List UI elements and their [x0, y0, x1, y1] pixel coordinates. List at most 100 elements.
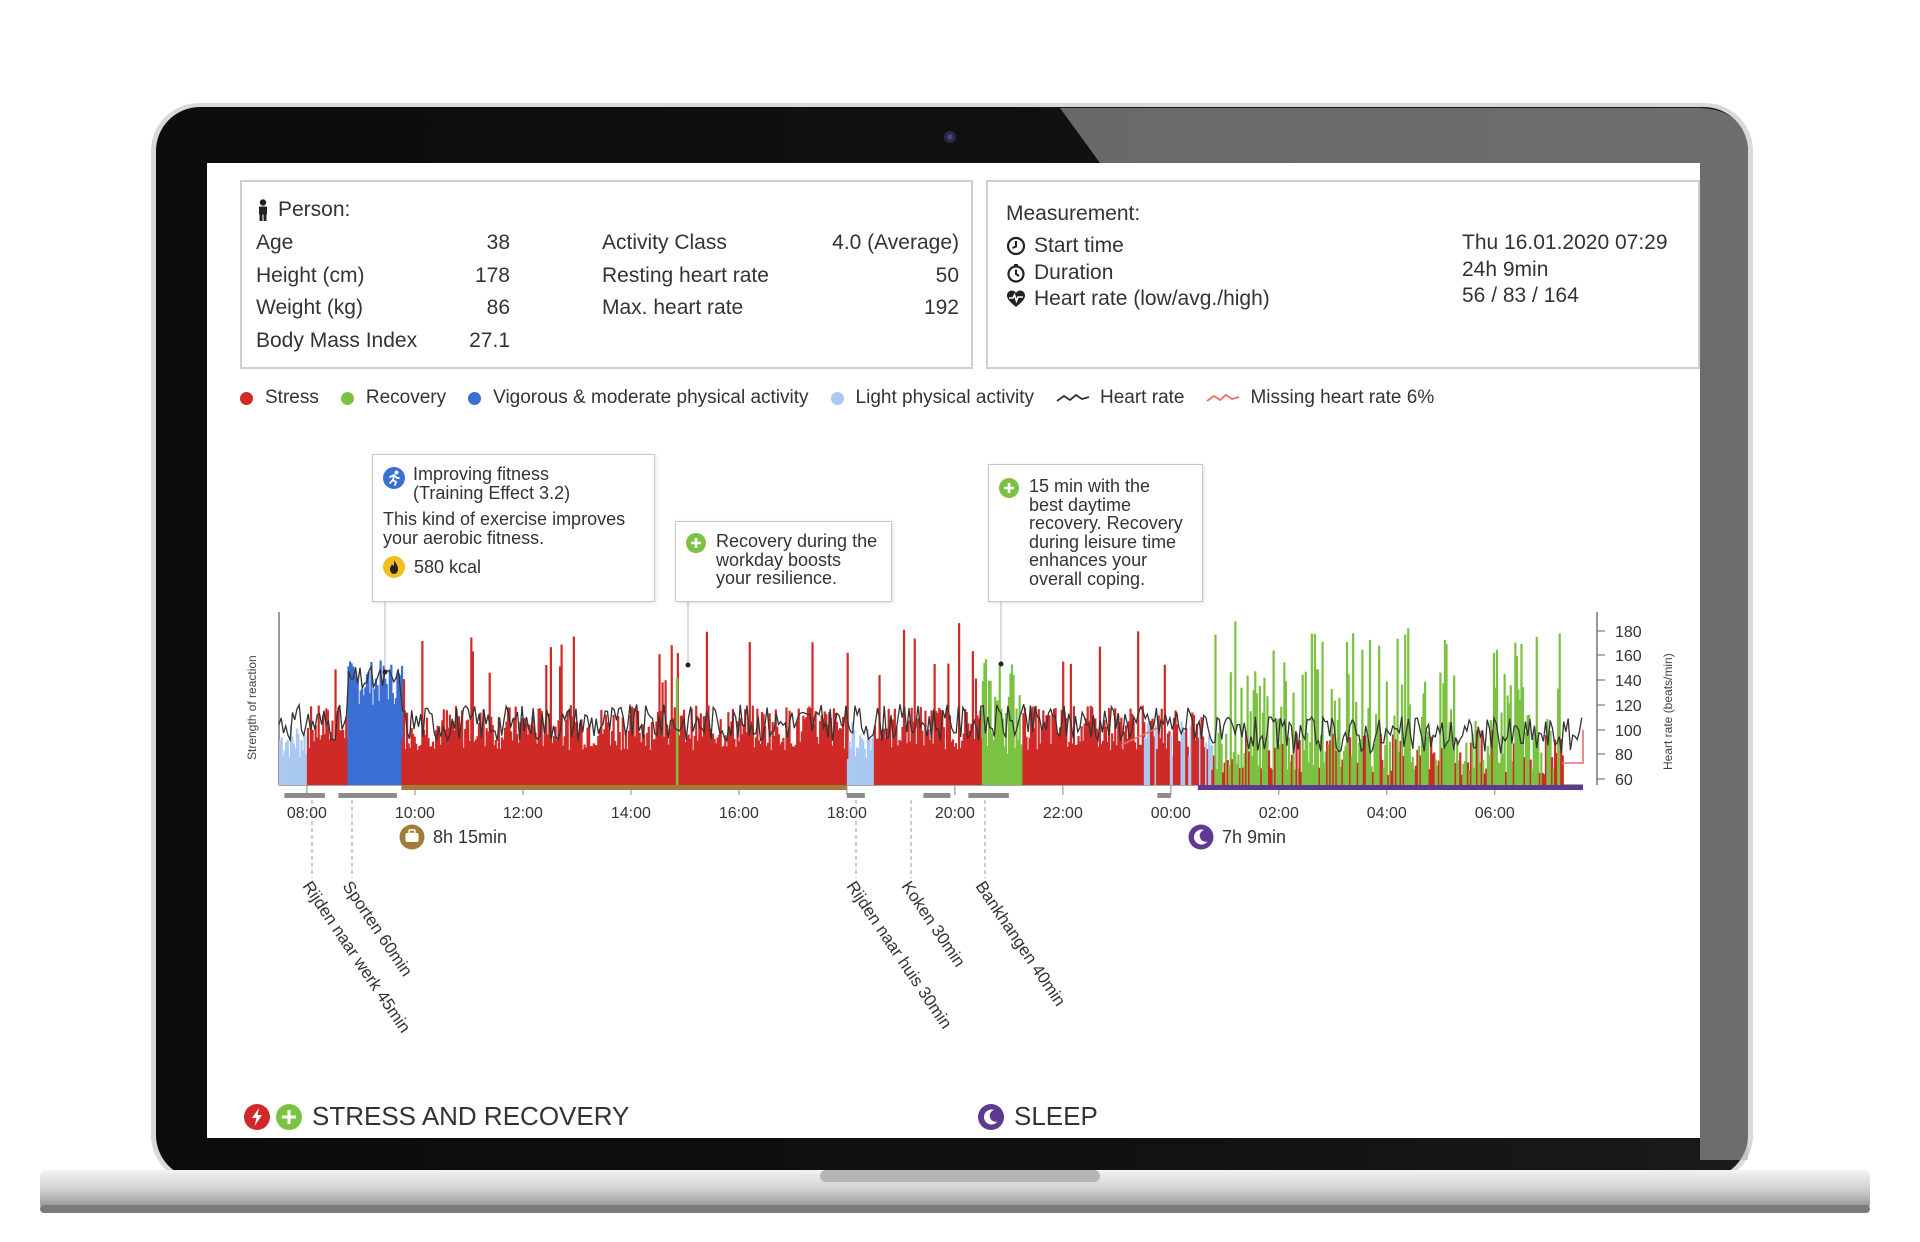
bar-stress	[566, 710, 569, 785]
bar-stress	[606, 722, 609, 785]
bar-recovery	[1344, 746, 1347, 785]
bar-vigorous	[376, 685, 379, 785]
bar-vigorous	[382, 665, 385, 785]
bar-recovery	[1329, 740, 1332, 785]
bar-stress	[684, 742, 687, 785]
bar-stress	[339, 730, 342, 785]
bar-stress	[462, 747, 465, 785]
bar-light	[292, 743, 295, 785]
callout-daytime-text: 15 min with the best daytime recovery. R…	[1029, 476, 1183, 589]
bar-vigorous	[374, 678, 378, 785]
bar-stress	[1085, 718, 1088, 785]
bar-stress	[1089, 705, 1092, 785]
bar-stress	[620, 749, 623, 785]
bar-recovery	[1518, 700, 1522, 785]
bar-stress	[759, 743, 762, 785]
moon-shape	[1193, 829, 1208, 845]
bar-recovery	[1411, 756, 1414, 785]
bar-stress	[607, 729, 611, 785]
bar-mixed	[1183, 732, 1186, 785]
legend-item-0: Stress	[240, 387, 319, 409]
bar-stress	[904, 725, 907, 785]
bar-stress	[317, 705, 320, 785]
activity-label: Rijden naar huis 30min	[843, 878, 956, 1033]
bar-stress	[719, 719, 722, 785]
bar-stress	[941, 715, 944, 785]
bar-recovery	[1280, 706, 1283, 785]
bar-mixed	[1185, 728, 1188, 785]
bar-recovery	[1225, 733, 1228, 785]
bar-stress	[1046, 717, 1050, 785]
bar-stress	[1031, 706, 1034, 785]
bar-stress	[529, 732, 533, 785]
legend-line-icon	[1206, 393, 1240, 402]
bar-recovery	[1503, 673, 1506, 785]
bar-stress	[886, 728, 889, 785]
bar-stress	[927, 729, 930, 785]
bar-stress	[539, 708, 542, 785]
bar-mixed	[1157, 715, 1160, 785]
bar-mixed	[1200, 717, 1203, 785]
bar-stress	[1065, 718, 1068, 785]
bar-stress	[689, 738, 692, 785]
bar-recovery	[1402, 755, 1405, 785]
bar-stress	[456, 720, 459, 785]
bar-stress	[840, 728, 843, 785]
bar-stress	[309, 706, 313, 785]
bar-recovery	[1430, 736, 1433, 785]
flame-icon	[383, 556, 405, 578]
bar-recovery	[1332, 733, 1335, 785]
bar-recovery	[1502, 753, 1505, 785]
bar-stress	[921, 730, 924, 785]
bar-recovery	[1554, 739, 1557, 785]
bar-stress	[623, 748, 626, 785]
bar-recovery	[1319, 735, 1323, 785]
bar-stress	[1117, 715, 1120, 785]
bar-recovery	[1512, 743, 1515, 785]
bar-recovery	[995, 701, 998, 785]
bar-stress	[1033, 728, 1036, 785]
bar-mixed	[1146, 722, 1150, 785]
bar-stress	[890, 747, 893, 785]
bar-stress	[494, 739, 497, 785]
bar-recovery	[1474, 721, 1477, 785]
bar-mixed	[1195, 723, 1199, 785]
bar-recovery	[1480, 730, 1483, 785]
bar-stress	[545, 664, 548, 785]
bar-recovery	[1235, 763, 1239, 785]
bar-vigorous	[385, 683, 388, 785]
bar-stress	[811, 642, 814, 785]
bar-recovery	[1550, 757, 1554, 785]
bar-vigorous	[373, 688, 376, 785]
bar-stress	[332, 739, 336, 785]
bar-stress	[471, 651, 474, 785]
bar-recovery	[1015, 708, 1018, 785]
bar-stress	[944, 749, 947, 785]
bar-recovery	[986, 745, 989, 785]
bar-stress	[457, 716, 461, 785]
bar-recovery	[1531, 769, 1534, 785]
sleep-bar	[1197, 785, 1583, 790]
bar-stress	[922, 745, 926, 785]
bar-recovery	[1007, 696, 1011, 785]
bar-stress	[542, 746, 545, 785]
bar-stress	[578, 723, 582, 785]
bar-stress	[313, 741, 316, 785]
bar-stress	[734, 747, 738, 785]
bar-recovery	[1449, 709, 1453, 785]
bar-recovery	[1413, 769, 1416, 785]
bar-vigorous	[365, 674, 368, 785]
bar-stress	[800, 731, 803, 785]
bar-stress	[497, 717, 500, 785]
bar-recovery	[1353, 722, 1356, 785]
bar-stress	[820, 715, 823, 785]
bar-stress	[439, 744, 442, 785]
bar-stress	[421, 641, 424, 785]
bar-stress	[905, 743, 909, 785]
person-value-1: 178	[474, 263, 510, 287]
bar-stress	[939, 709, 942, 785]
bar-stress	[418, 746, 421, 785]
bar-stress	[786, 731, 790, 785]
callout-fitness-title: Improving fitness (Training Effect 3.2)	[413, 464, 571, 503]
